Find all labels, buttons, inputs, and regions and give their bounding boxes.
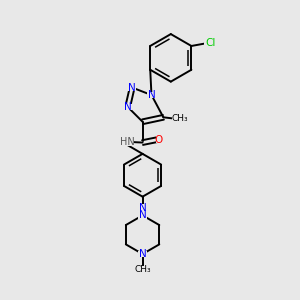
FancyBboxPatch shape: [128, 84, 136, 91]
FancyBboxPatch shape: [172, 115, 187, 122]
Text: CH₃: CH₃: [171, 114, 188, 123]
FancyBboxPatch shape: [138, 204, 147, 211]
Text: N: N: [139, 203, 146, 213]
Text: HN: HN: [120, 137, 134, 147]
Text: N: N: [128, 82, 136, 93]
Text: N: N: [124, 102, 132, 112]
Text: O: O: [155, 135, 163, 145]
FancyBboxPatch shape: [124, 103, 132, 110]
FancyBboxPatch shape: [138, 212, 147, 219]
Text: N: N: [148, 90, 155, 100]
FancyBboxPatch shape: [138, 251, 147, 257]
FancyBboxPatch shape: [136, 266, 149, 273]
Text: N: N: [139, 249, 146, 259]
FancyBboxPatch shape: [147, 92, 156, 98]
Text: N: N: [139, 210, 146, 220]
FancyBboxPatch shape: [121, 138, 134, 146]
Text: CH₃: CH₃: [134, 265, 151, 274]
FancyBboxPatch shape: [204, 39, 218, 47]
FancyBboxPatch shape: [156, 136, 162, 143]
Text: Cl: Cl: [206, 38, 216, 48]
